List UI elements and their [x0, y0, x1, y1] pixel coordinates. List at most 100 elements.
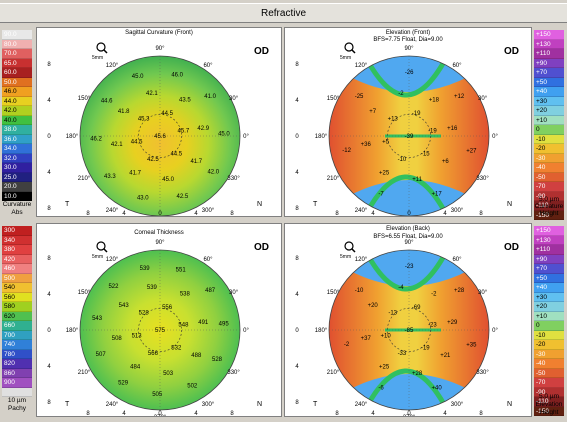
- degree-label: 90°: [404, 46, 414, 52]
- map-border: [328, 249, 490, 411]
- scale-step: -20: [534, 340, 564, 350]
- map-value: +25: [379, 364, 390, 370]
- x-tick-label: 4: [371, 211, 375, 217]
- scale-step: -30: [534, 349, 564, 359]
- y-tick-label: 8: [295, 256, 299, 262]
- map-value: 575: [155, 328, 166, 334]
- degree-label: 60°: [452, 257, 462, 263]
- map-value: +35: [466, 342, 477, 348]
- zoom-icon[interactable]: [95, 240, 109, 260]
- pupil-ring: [138, 308, 182, 352]
- map-value: +21: [440, 353, 451, 359]
- degree-label: 300°: [451, 402, 464, 408]
- degree-label: 180°: [66, 328, 79, 334]
- zoom-icon[interactable]: [95, 41, 109, 61]
- scale-step: 60.0: [2, 68, 32, 78]
- map-value: 44.5: [161, 111, 173, 117]
- scale-step: -110: [534, 201, 564, 211]
- map-value: 46.0: [171, 72, 183, 78]
- zoom-label: 5mm: [92, 254, 104, 260]
- map-value: 45.0: [218, 131, 230, 137]
- scale-step: -30: [534, 153, 564, 163]
- degree-label: 120°: [355, 257, 368, 263]
- scale-step: 900: [2, 378, 32, 388]
- map-value: +36: [361, 142, 372, 148]
- scale-step: +70: [534, 264, 564, 274]
- scale-step: +20: [534, 302, 564, 312]
- sagittal-curvature-map[interactable]: Sagittal Curvature (Front) OD 5mm 90°270…: [36, 27, 282, 217]
- map-value: -23: [405, 264, 414, 270]
- x-tick-label: 0: [407, 411, 411, 417]
- scale-step: 0: [534, 321, 564, 331]
- scale-step: 34.0: [2, 144, 32, 154]
- scale-step: +130: [534, 39, 564, 49]
- map-value: 484: [130, 364, 141, 370]
- degree-label: 150°: [78, 96, 91, 102]
- curvature-color-scale: 90.0 80.0 70.0 65.0 60.0 50.0 46.0 44.0 42.0 40.0…: [2, 30, 32, 201]
- map-value: 522: [108, 284, 119, 290]
- y-tick-label: 0: [47, 328, 51, 334]
- degree-label: 120°: [106, 257, 119, 263]
- map-value: 43.5: [179, 98, 191, 104]
- map-value: 528: [212, 357, 223, 363]
- y-tick-label: 8: [295, 400, 299, 406]
- scale-step: 42.0: [2, 106, 32, 116]
- x-tick-label: 8: [335, 411, 339, 417]
- map-fill: [80, 56, 240, 216]
- panel-title: Sagittal Curvature (Front): [125, 30, 193, 36]
- map-value: 44.5: [170, 152, 182, 158]
- scale-step: +130: [534, 235, 564, 245]
- corneal-thickness-map[interactable]: Corneal Thickness OD 5mm 90° 270° 180° 0° 12…: [36, 223, 282, 417]
- n-label: N: [257, 201, 262, 208]
- elevation-back-map[interactable]: Elevation (Back) BFS=6.55 Float, Dia=9.0…: [284, 223, 532, 417]
- scale-step: 90.0: [2, 30, 32, 40]
- degree-label: 0°: [492, 134, 498, 140]
- map-value: 43.0: [137, 196, 149, 202]
- map-value: +6: [442, 159, 450, 165]
- scale-step: 20.0: [2, 182, 32, 192]
- x-tick-label: 4: [194, 411, 198, 417]
- scale-step: -110: [534, 397, 564, 407]
- y-tick-label: 0: [295, 134, 299, 140]
- scale-step: 80.0: [2, 39, 32, 49]
- y-tick-label: 4: [47, 98, 51, 104]
- map-value: +20: [368, 303, 379, 309]
- map-value: +29: [447, 320, 458, 326]
- map-value: 42.1: [146, 91, 158, 97]
- x-tick-label: 0: [407, 211, 411, 217]
- degree-label: 210°: [327, 176, 340, 182]
- map-value: 44.6: [101, 99, 113, 105]
- y-tick-label: 8: [295, 62, 299, 68]
- degree-label: 240°: [355, 208, 368, 214]
- elevation-back-scale-step: 5.0 µm: [538, 393, 559, 400]
- elevation-front-map[interactable]: Elevation (Front) BFS=7.75 Float, Dia=9.…: [284, 27, 532, 217]
- map-border: [79, 249, 241, 411]
- degree-label: 330°: [227, 176, 240, 182]
- map-value: 42.0: [207, 169, 219, 175]
- map-value: 42.1: [111, 142, 123, 148]
- map-value: 45.6: [154, 134, 166, 140]
- scale-step: +10: [534, 311, 564, 321]
- map-value: -2: [344, 342, 350, 348]
- map-value: -7: [378, 192, 384, 198]
- scale-step: 46.0: [2, 87, 32, 97]
- elevation-front-graphic: 90°270°180°0°120°60°150°30°210°330°240°3…: [295, 46, 512, 217]
- scale-step: [2, 387, 32, 397]
- zoom-icon[interactable]: [343, 240, 357, 260]
- map-value: +18: [429, 98, 440, 104]
- scale-step: 38.0: [2, 125, 32, 135]
- panel-title: Elevation (Front): [385, 30, 431, 36]
- scale-step: -150: [534, 210, 564, 220]
- x-tick-label: 4: [122, 211, 126, 217]
- degree-label: 270°: [403, 415, 416, 417]
- t-label: T: [313, 201, 318, 208]
- map-value: 529: [118, 380, 129, 386]
- zoom-icon[interactable]: [343, 41, 357, 61]
- map-value: 45.0: [162, 177, 174, 183]
- eye-label: OD: [254, 46, 269, 57]
- map-value: 548: [178, 323, 189, 329]
- map-value: -69: [412, 305, 421, 311]
- degree-label: 210°: [78, 176, 91, 182]
- degree-label: 300°: [451, 208, 464, 214]
